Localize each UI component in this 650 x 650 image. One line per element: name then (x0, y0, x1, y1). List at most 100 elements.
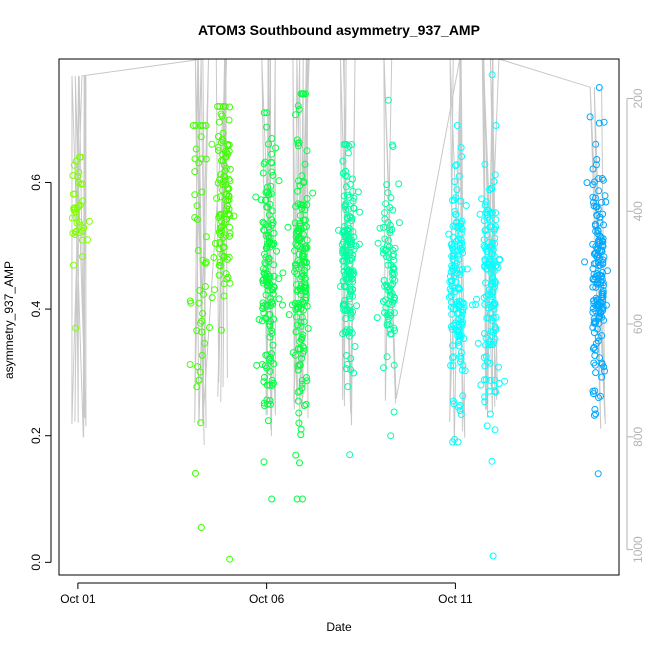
data-point (343, 352, 350, 359)
data-point (266, 333, 274, 341)
x-tick-label: Oct 01 (60, 592, 96, 606)
data-point (72, 324, 80, 332)
data-point (268, 159, 276, 167)
data-point (300, 347, 308, 355)
data-point (72, 213, 80, 221)
data-point (589, 193, 597, 201)
data-point (198, 328, 206, 336)
data-point (455, 323, 463, 331)
data-point (295, 225, 303, 233)
data-point (589, 165, 597, 173)
data-point (216, 176, 224, 184)
data-point (491, 279, 499, 286)
data-point (472, 301, 480, 308)
data-point (303, 263, 311, 271)
data-point (598, 272, 606, 280)
data-point (384, 261, 392, 269)
data-point (263, 123, 271, 131)
data-point (490, 305, 498, 313)
data-point (349, 197, 357, 205)
data-point (302, 90, 309, 98)
data-point (481, 362, 489, 370)
data-point (347, 309, 355, 317)
data-point (342, 183, 350, 191)
data-point (459, 299, 467, 307)
data-point (592, 369, 600, 377)
data-point (489, 285, 497, 293)
data-point (298, 205, 306, 212)
data-point (77, 153, 85, 161)
data-point (384, 237, 392, 245)
data-point (291, 219, 299, 227)
data-point (477, 381, 485, 389)
data-point (449, 252, 457, 260)
data-point (382, 200, 390, 208)
data-point (192, 122, 200, 129)
data-point (386, 226, 394, 234)
data-point (388, 268, 396, 276)
data-point (491, 225, 498, 233)
data-point (490, 381, 498, 389)
data-point (482, 279, 490, 287)
data-point (447, 303, 455, 311)
data-point (193, 327, 201, 335)
data-point (288, 301, 296, 309)
data-point (355, 240, 363, 248)
data-point (458, 244, 466, 252)
data-point (387, 432, 395, 440)
data-point (486, 410, 494, 418)
data-point (219, 178, 227, 186)
data-point (275, 295, 283, 303)
data-point (387, 330, 395, 338)
data-point (452, 211, 460, 219)
data-point (450, 353, 458, 361)
data-point (220, 253, 228, 261)
data-point (269, 290, 277, 298)
data-point (217, 227, 225, 235)
data-point (303, 236, 311, 244)
data-point (200, 290, 207, 298)
data-point (220, 280, 228, 288)
data-point (296, 345, 304, 353)
data-point (85, 217, 93, 225)
data-point (386, 229, 394, 237)
data-point (595, 84, 603, 91)
data-point (267, 357, 275, 365)
data-point (226, 555, 234, 563)
data-point (455, 251, 462, 259)
data-point (211, 239, 219, 247)
data-point (349, 271, 356, 279)
data-point (489, 552, 497, 560)
data-point (598, 248, 606, 255)
data-point (386, 325, 394, 333)
data-point (266, 397, 274, 405)
data-point (600, 221, 607, 229)
data-point (454, 328, 462, 336)
data-point (259, 302, 267, 310)
data-point (260, 399, 268, 407)
data-point (194, 247, 202, 254)
data-point (342, 315, 350, 323)
data-point (486, 376, 494, 384)
data-point (340, 300, 347, 308)
data-point (589, 345, 597, 353)
data-point (223, 205, 231, 213)
data-point (345, 227, 353, 235)
data-point (217, 262, 225, 270)
data-point (384, 96, 392, 104)
data-point (488, 241, 496, 249)
data-point (206, 324, 213, 331)
data-point (192, 469, 199, 477)
data-point (380, 364, 387, 372)
data-point (211, 286, 218, 294)
data-point (380, 276, 388, 284)
y-tick-label: 0.0 (29, 554, 43, 571)
data-point (598, 373, 606, 381)
data-points (68, 71, 611, 563)
data-point (591, 346, 599, 354)
data-point (268, 330, 276, 337)
data-point (291, 261, 299, 269)
data-point (296, 212, 304, 219)
data-point (292, 328, 300, 336)
data-point (217, 210, 224, 218)
